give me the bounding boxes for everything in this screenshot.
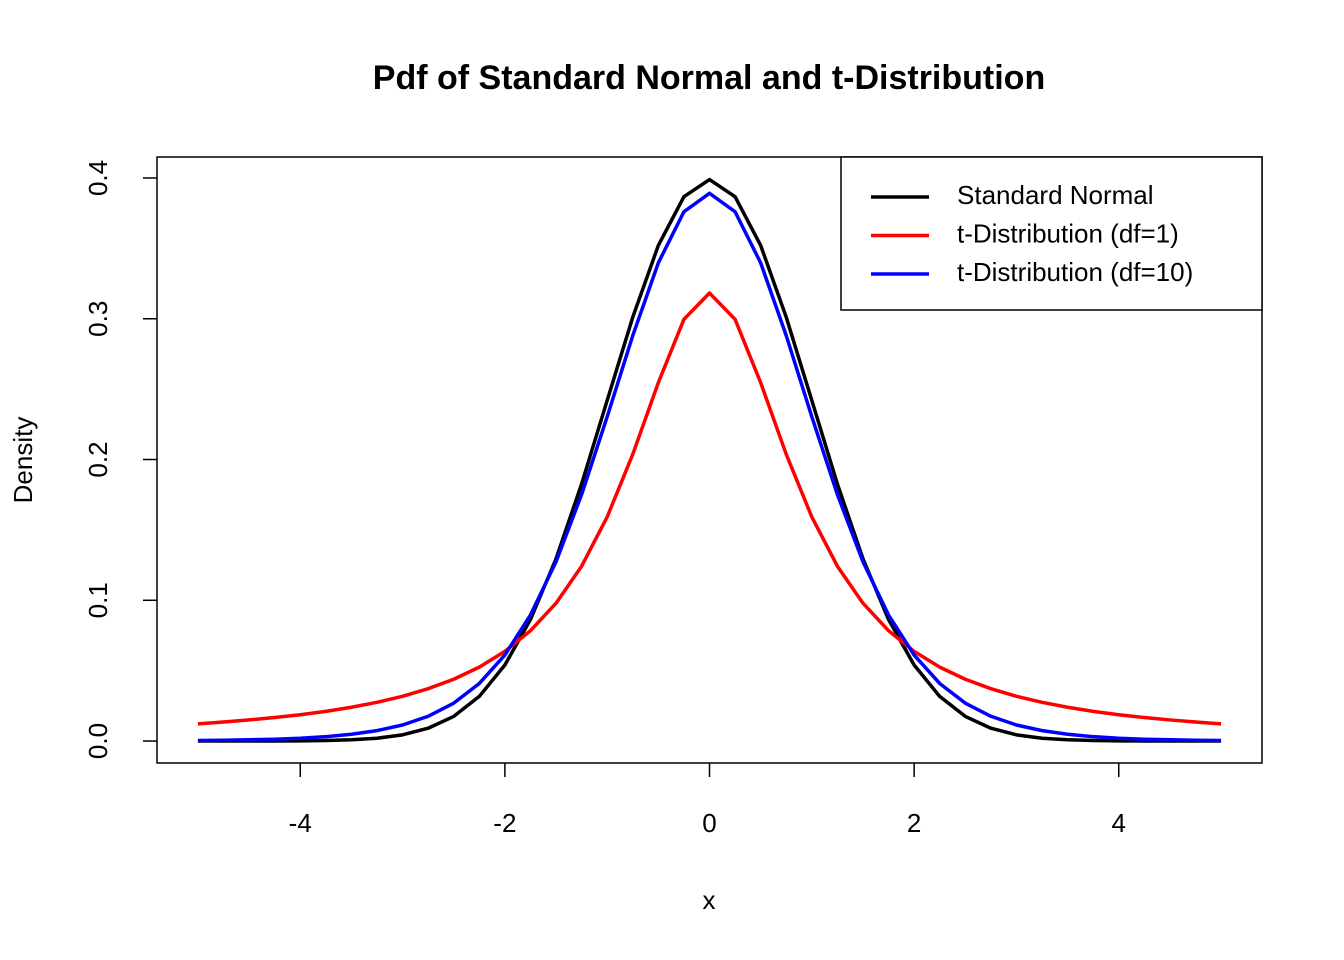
y-tick-label: 0.0 xyxy=(83,723,113,759)
legend-label: Standard Normal xyxy=(957,180,1154,210)
x-tick-label: -2 xyxy=(493,808,516,838)
y-tick-label: 0.3 xyxy=(83,301,113,337)
series-line xyxy=(197,191,1222,743)
x-axis-label: x xyxy=(703,885,716,915)
y-tick-label: 0.1 xyxy=(83,582,113,618)
y-tick-label: 0.2 xyxy=(83,441,113,477)
y-tick-label: 0.4 xyxy=(83,160,113,196)
series-line xyxy=(197,177,1222,743)
x-tick-label: -4 xyxy=(289,808,312,838)
series-line xyxy=(197,291,1222,726)
x-tick-label: 4 xyxy=(1112,808,1126,838)
x-tick-label: 2 xyxy=(907,808,921,838)
legend-label: t-Distribution (df=10) xyxy=(957,257,1193,287)
x-tick-label: 0 xyxy=(702,808,716,838)
legend-label: t-Distribution (df=1) xyxy=(957,218,1179,248)
chart-title: Pdf of Standard Normal and t-Distributio… xyxy=(373,59,1045,97)
y-axis-label: Density xyxy=(8,417,38,504)
legend-box xyxy=(840,156,1263,311)
